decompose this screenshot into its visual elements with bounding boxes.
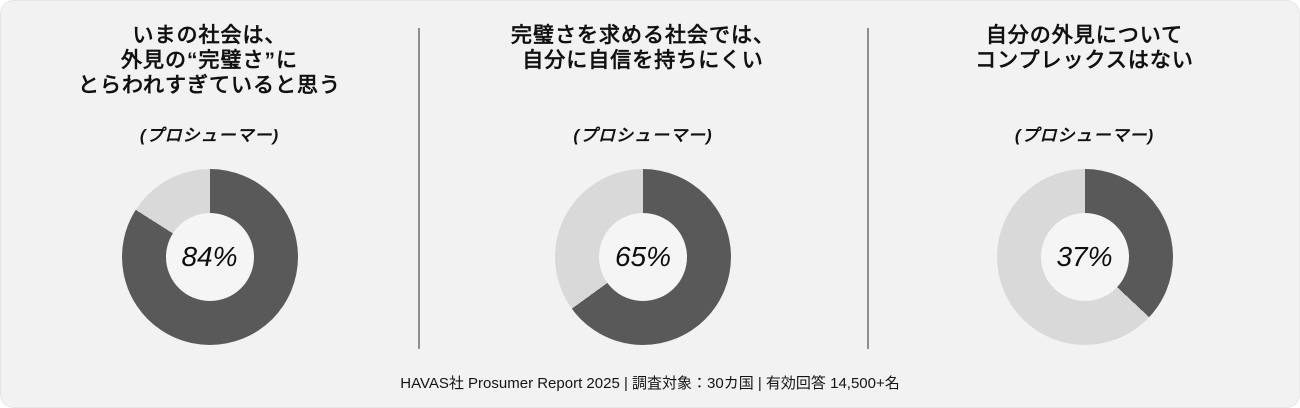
donut-percentage-label: 84% — [181, 241, 238, 272]
panel-title: 完璧さを求める社会では、 自分に自信を持ちにくい — [511, 24, 775, 72]
panel-subtitle: (プロシューマー) — [139, 126, 280, 145]
panel-society-obsessed: いまの社会は、 外見の“完璧さ”に とらわれすぎていると思う (プロシューマー)… — [1, 1, 418, 407]
donut-hole: 84% — [165, 213, 254, 301]
donut-percentage-label: 37% — [1056, 241, 1113, 272]
source-note: HAVAS社 Prosumer Report 2025 | 調査対象：30カ国 … — [400, 375, 900, 392]
vertical-divider — [867, 28, 869, 349]
panel-subtitle: (プロシューマー) — [1014, 126, 1155, 145]
panel-no-complex: 自分の外見について コンプレックスはない (プロシューマー) 37% — [868, 1, 1299, 407]
vertical-divider — [418, 28, 420, 349]
panel-title: いまの社会は、 外見の“完璧さ”に とらわれすぎていると思う — [78, 24, 341, 97]
donut-percentage-label: 65% — [614, 241, 672, 272]
donut-chart: 84% — [121, 169, 298, 345]
donut-hole: 37% — [1040, 213, 1129, 301]
panel-subtitle: (プロシューマー) — [573, 126, 713, 145]
donut-chart: 37% — [996, 169, 1173, 345]
donut-chart: 65% — [555, 169, 731, 345]
panel-hard-to-be-confident: 完璧さを求める社会では、 自分に自信を持ちにくい (プロシューマー) 65% — [418, 1, 868, 407]
panel-title: 自分の外見について コンプレックスはない — [975, 24, 1194, 72]
donut-hole: 65% — [599, 213, 687, 301]
